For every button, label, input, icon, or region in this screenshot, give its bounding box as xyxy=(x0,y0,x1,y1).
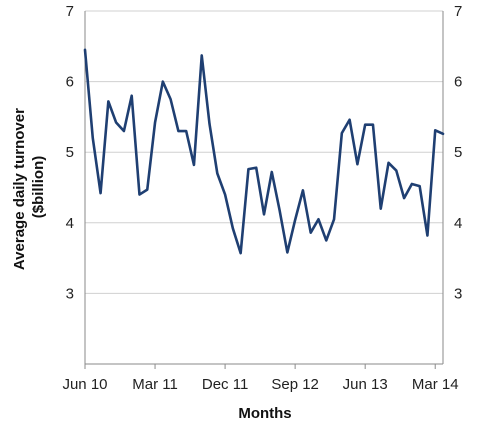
y-tick-left-4: 4 xyxy=(66,215,74,232)
x-axis-ticks: Jun 10 Mar 11 Dec 11 Sep 12 Jun 13 Mar 14 xyxy=(62,364,459,393)
x-tick-label-4: Jun 13 xyxy=(343,376,388,393)
x-axis-title: Months xyxy=(238,405,291,422)
y-axis-title: Average daily turnover ($billion) xyxy=(11,104,47,270)
y-tick-right-3: 3 xyxy=(454,285,462,302)
x-tick-label-1: Mar 11 xyxy=(132,376,178,393)
y-tick-left-5: 5 xyxy=(66,144,74,161)
x-tick-label-2: Dec 11 xyxy=(202,376,248,393)
y-axis-title-line2: ($billion) xyxy=(30,156,47,219)
y-axis-title-line1: Average daily turnover xyxy=(11,108,28,270)
y-tick-left-7: 7 xyxy=(66,3,74,20)
y-tick-right-6: 6 xyxy=(454,74,462,91)
y-tick-right-4: 4 xyxy=(454,215,462,232)
x-tick-label-0: Jun 10 xyxy=(62,376,107,393)
x-tick-label-5: Mar 14 xyxy=(412,376,459,393)
axes xyxy=(84,11,444,365)
gridlines xyxy=(85,10,443,294)
y-tick-right-5: 5 xyxy=(454,144,462,161)
y-axis-left-ticks: 3 4 5 6 7 xyxy=(66,3,74,302)
x-tick-label-3: Sep 12 xyxy=(271,376,319,393)
y-tick-left-6: 6 xyxy=(66,74,74,91)
series-group xyxy=(83,48,445,255)
y-tick-right-7: 7 xyxy=(454,3,462,20)
series-line xyxy=(83,48,445,255)
y-tick-left-3: 3 xyxy=(66,285,74,302)
y-axis-right-ticks: 3 4 5 6 7 xyxy=(454,3,462,302)
